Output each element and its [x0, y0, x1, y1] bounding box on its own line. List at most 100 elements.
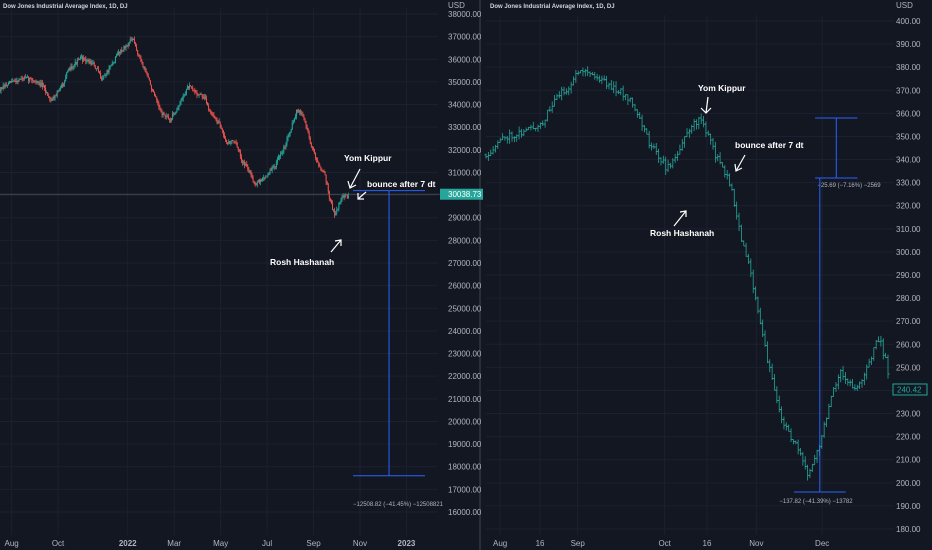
y-tick-label: 27000.00 — [448, 259, 482, 268]
candle-body — [226, 139, 228, 143]
candle-body — [322, 170, 324, 172]
candle-body — [36, 81, 38, 82]
candle-body — [54, 95, 56, 98]
candle-body — [342, 195, 344, 197]
candle-body — [124, 46, 126, 48]
candle-body — [31, 78, 33, 81]
candle-body — [76, 59, 78, 65]
candle-body — [305, 120, 307, 126]
candle-body — [18, 79, 20, 82]
candle-body — [85, 57, 87, 62]
candle-body — [142, 62, 144, 67]
candle-body — [61, 85, 63, 87]
candle-body — [32, 80, 34, 82]
candle-body — [247, 166, 249, 170]
candle-body — [49, 97, 51, 99]
candle-body — [43, 85, 45, 88]
candle-body — [53, 96, 55, 98]
left-x-axis: Aug Oct 2022 Mar May Jul Sep Nov 2023 — [4, 539, 415, 548]
candle-body — [101, 77, 103, 80]
candle-body — [330, 200, 332, 204]
y-tick-label: 37000.00 — [448, 33, 482, 42]
candle-body — [122, 50, 124, 52]
candle-body — [56, 91, 58, 96]
candle-body — [277, 157, 279, 160]
y-tick-label: 210.00 — [896, 456, 921, 465]
candle-body — [10, 81, 12, 83]
x-tick-label: 16 — [703, 539, 712, 548]
candle-body — [34, 80, 36, 82]
candle-body — [57, 91, 59, 92]
candle-body — [103, 75, 105, 78]
candle-body — [96, 68, 98, 70]
candle-body — [215, 117, 217, 120]
candle-body — [138, 53, 140, 56]
candle-body — [155, 96, 157, 98]
candle-body — [71, 66, 73, 69]
candle-body — [146, 72, 148, 76]
right-measure-bottom: −137.82 (−41.39%) −13782 — [779, 178, 853, 505]
candle-body — [28, 77, 30, 82]
candle-body — [45, 87, 47, 93]
candle-body — [295, 109, 297, 117]
candle-body — [84, 57, 86, 59]
candle-body — [337, 208, 339, 210]
left-annotation-bounce: bounce after 7 dt — [367, 179, 436, 189]
candle-body — [119, 51, 121, 54]
candle-body — [336, 209, 338, 214]
candle-body — [194, 89, 196, 93]
candle-body — [115, 55, 117, 57]
candle-body — [183, 95, 185, 97]
candle-body — [156, 97, 158, 100]
candle-body — [143, 66, 145, 68]
candle-body — [64, 81, 66, 84]
y-tick-label: 200.00 — [896, 479, 921, 488]
left-measure: −12508.82 (−41.45%) −12508821 — [353, 190, 444, 508]
candle-body — [300, 110, 302, 115]
candle-body — [308, 132, 310, 139]
candle-body — [150, 84, 152, 90]
candle-body — [88, 59, 90, 63]
candle-body — [324, 171, 326, 175]
y-tick-label: 300.00 — [896, 248, 921, 257]
y-tick-label: 33000.00 — [448, 123, 482, 132]
candle-body — [176, 110, 178, 113]
candle-body — [191, 86, 193, 88]
candle-body — [158, 103, 160, 108]
x-tick-label: Aug — [4, 539, 18, 548]
candle-body — [187, 86, 189, 89]
candle-body — [320, 166, 322, 170]
candle-body — [235, 142, 237, 144]
candle-body — [197, 94, 199, 96]
candle-body — [219, 123, 221, 128]
y-tick-label: 18000.00 — [448, 463, 482, 472]
candle-body — [39, 82, 41, 87]
candle-body — [327, 184, 329, 192]
candle-body — [137, 49, 139, 54]
candle-body — [318, 162, 320, 166]
candle-body — [209, 108, 211, 111]
candle-body — [270, 170, 272, 172]
candle-body — [271, 167, 273, 171]
candle-body — [9, 81, 11, 83]
left-arrow-icon-2 — [357, 191, 367, 200]
x-tick-label: Oct — [658, 539, 671, 548]
candle-body — [251, 175, 253, 178]
candle-body — [255, 184, 257, 186]
candle-body — [47, 92, 49, 96]
candle-body — [319, 165, 321, 167]
candle-body — [24, 77, 26, 78]
candle-body — [154, 91, 156, 97]
candle-body — [334, 209, 336, 215]
candle-body — [86, 61, 88, 63]
candle-body — [229, 141, 231, 144]
candle-body — [333, 209, 335, 211]
candle-body — [203, 97, 205, 99]
candle-body — [2, 85, 4, 90]
candle-body — [196, 92, 198, 95]
candle-body — [238, 149, 240, 151]
candle-body — [230, 143, 232, 144]
left-chart-panel: 38000.00 37000.00 36000.00 35000.00 34000.00… — [0, 1, 483, 548]
candle-body — [135, 43, 137, 47]
candle-body — [89, 61, 91, 63]
